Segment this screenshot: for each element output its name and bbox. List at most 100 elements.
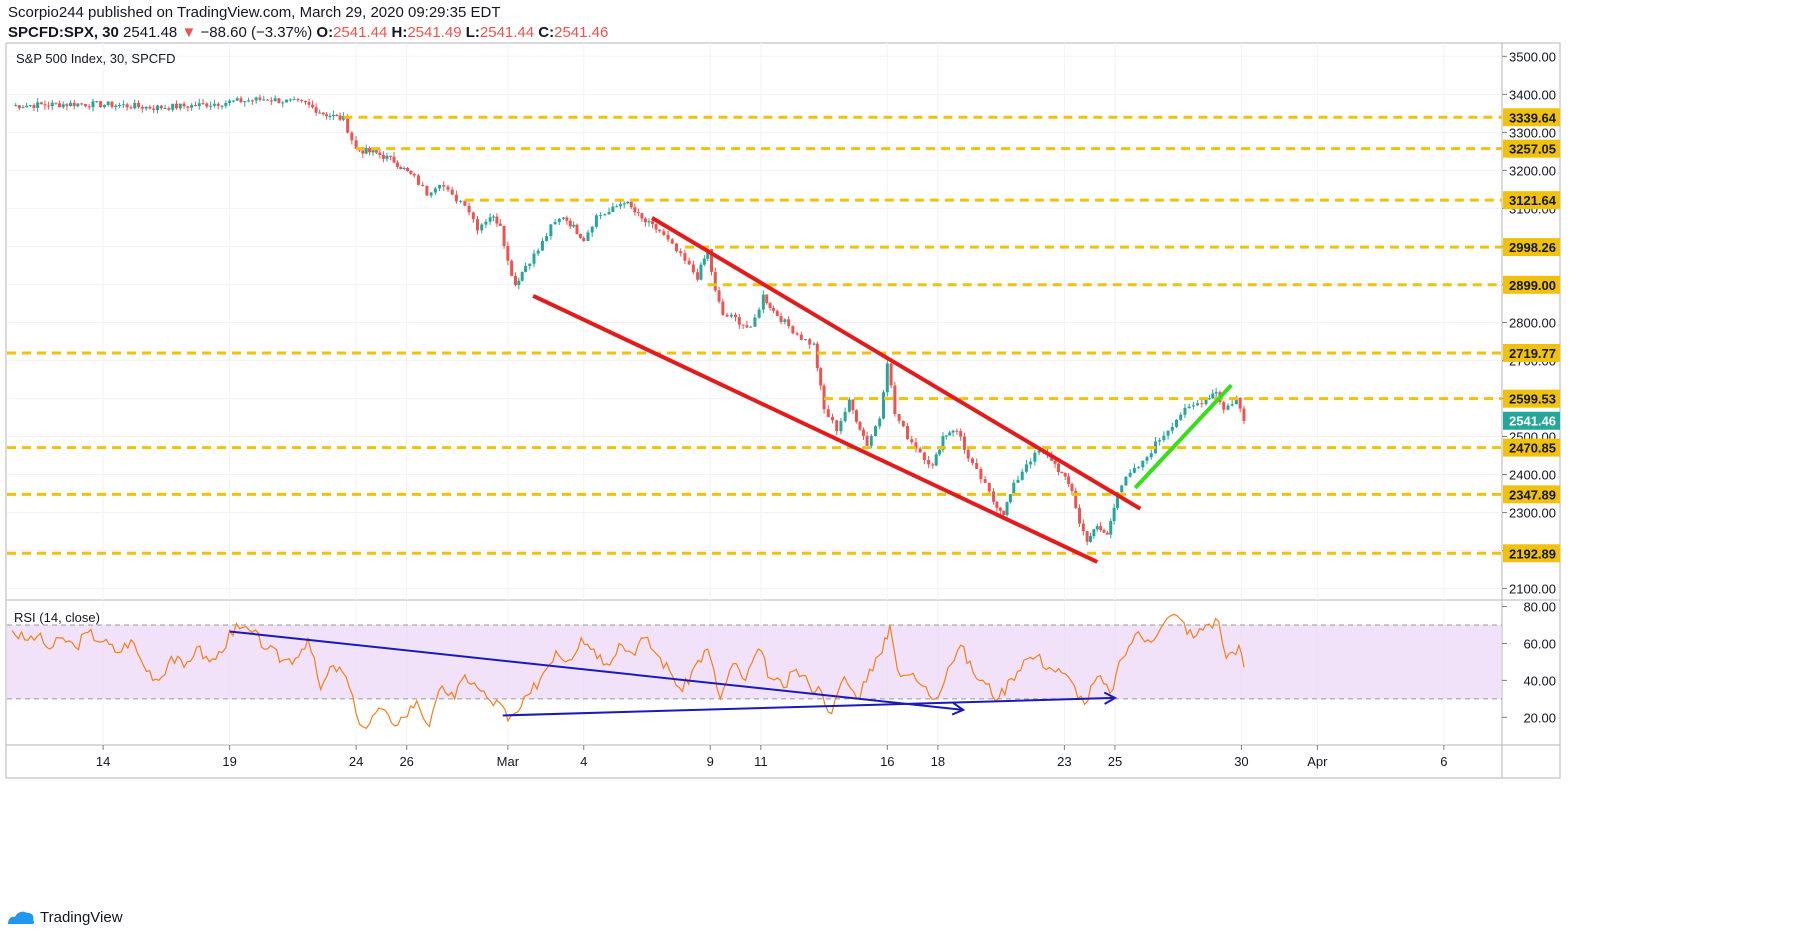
- candle-body: [618, 204, 622, 207]
- candle-body: [39, 102, 43, 105]
- candle-body: [1179, 414, 1183, 420]
- candle-body: [687, 260, 691, 265]
- candle-body: [636, 212, 640, 214]
- candle-body: [966, 449, 970, 459]
- candle-body: [480, 224, 484, 231]
- candle-body: [791, 326, 795, 334]
- candle-body: [378, 152, 382, 155]
- candle-body: [209, 105, 213, 107]
- candle-body: [578, 234, 582, 238]
- close-value: 2541.46: [554, 24, 609, 41]
- candle-body: [885, 363, 889, 393]
- candle-body: [643, 218, 647, 223]
- candle-body: [72, 102, 76, 107]
- candle-body: [1132, 467, 1136, 473]
- candle-body: [557, 218, 561, 223]
- candle-body: [513, 275, 517, 286]
- candle-body: [1012, 482, 1016, 495]
- candle-body: [118, 104, 122, 106]
- candle-body: [528, 263, 532, 267]
- candle-body: [594, 215, 598, 227]
- candle-body: [258, 97, 262, 100]
- candle-body: [568, 220, 572, 227]
- candle-body: [549, 224, 553, 237]
- candle-body: [1005, 502, 1009, 516]
- candle-body: [955, 430, 959, 432]
- candle-body: [970, 458, 974, 464]
- candle-body: [745, 325, 749, 328]
- candle-body: [335, 114, 339, 116]
- candle-body: [114, 105, 118, 107]
- candle-body: [498, 223, 502, 226]
- rsi-line: [11, 613, 1245, 730]
- candle-body: [476, 219, 480, 231]
- level-price-tag: [1503, 389, 1560, 408]
- candle-body: [1124, 476, 1128, 486]
- channel-lower-line: [532, 294, 1099, 564]
- candle-body: [91, 101, 95, 108]
- candle-body: [459, 200, 463, 202]
- candle-body: [488, 217, 492, 222]
- candle-body: [1183, 407, 1187, 415]
- candle-body: [1187, 406, 1191, 408]
- time-axis-label: 4: [580, 754, 587, 769]
- candle-body: [1112, 507, 1116, 521]
- candle-body: [586, 232, 590, 241]
- level-price-tag: [1503, 343, 1560, 362]
- time-axis-label: 14: [96, 754, 110, 769]
- candle-body: [47, 105, 51, 107]
- candle-body: [463, 200, 467, 206]
- candle-body: [412, 174, 416, 176]
- price-axis-label: 2300.00: [1509, 506, 1556, 521]
- candle-body: [944, 435, 948, 437]
- candle-body: [406, 168, 410, 171]
- candle-body: [683, 253, 687, 261]
- candle-body: [148, 106, 152, 109]
- candle-body: [626, 201, 630, 204]
- candle-body: [300, 99, 304, 101]
- level-price-tag: [1503, 108, 1560, 127]
- uptrend-line: [1133, 383, 1233, 490]
- candle-body: [425, 185, 429, 196]
- candle-body: [1196, 403, 1200, 406]
- candle-body: [1200, 403, 1204, 405]
- candle-body: [1170, 426, 1174, 431]
- candle-body: [247, 100, 251, 102]
- candle-body: [254, 97, 258, 101]
- level-price-tag: [1503, 544, 1560, 563]
- candle-body: [893, 385, 897, 414]
- channel-upper-line: [651, 216, 1142, 511]
- candle-body: [1191, 405, 1195, 407]
- candle-body: [495, 216, 499, 224]
- tradingview-logo-icon: [8, 911, 35, 924]
- candle-body: [565, 217, 569, 221]
- rsi-rising-divergence-line: [502, 696, 1115, 717]
- candle-body: [506, 246, 510, 261]
- candle-body: [854, 410, 858, 422]
- candle-body: [171, 103, 175, 110]
- candle-body: [918, 448, 922, 453]
- candle-body: [721, 301, 725, 315]
- high-label: H:: [391, 24, 408, 41]
- candle-body: [808, 339, 812, 345]
- candle-body: [517, 280, 521, 286]
- candle-body: [186, 106, 190, 108]
- candle-body: [670, 239, 674, 244]
- candle-body: [691, 264, 695, 273]
- candle-body: [416, 175, 420, 185]
- last-price: 2541.48: [123, 24, 178, 41]
- candle-body: [328, 115, 332, 117]
- candle-body: [1211, 393, 1215, 399]
- candle-body: [761, 294, 765, 310]
- candle-body: [843, 411, 847, 422]
- candle-body: [910, 439, 914, 443]
- candle-body: [346, 115, 350, 133]
- candle-body: [520, 271, 524, 281]
- candle-body: [1115, 492, 1119, 508]
- candle-body: [615, 206, 619, 208]
- candle-body: [545, 236, 549, 241]
- candle-body: [998, 507, 1002, 511]
- candle-body: [862, 429, 866, 436]
- candles-group: [14, 94, 1246, 546]
